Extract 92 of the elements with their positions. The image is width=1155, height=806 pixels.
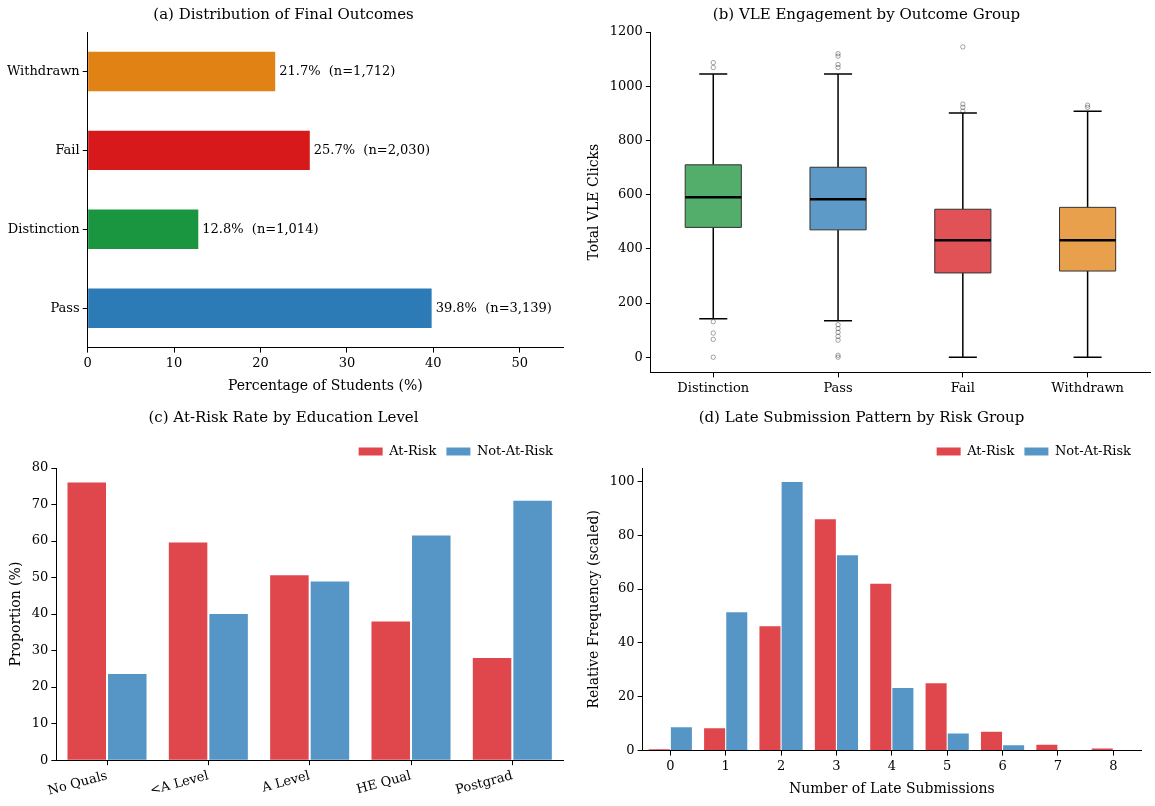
x-tick-label: 6	[998, 757, 1007, 773]
y-tick-label: 60	[618, 580, 635, 596]
y-tick-label: 60	[31, 532, 49, 548]
y-tick-label: 50	[31, 568, 49, 584]
bar	[980, 731, 1003, 751]
y-tick-label: Pass	[50, 299, 80, 315]
y-tick-label: 1200	[609, 23, 643, 39]
bar	[88, 130, 310, 171]
y-tick-label: 40	[618, 634, 635, 650]
y-tick-label: 200	[618, 294, 643, 310]
x-tick-label: HE Qual	[354, 767, 413, 797]
chart-title: (b) VLE Engagement by Outcome Group	[712, 4, 1021, 23]
y-tick-label: 0	[626, 741, 635, 757]
x-tick-label: Distinction	[677, 379, 750, 395]
x-tick-label: 8	[1109, 757, 1118, 773]
y-tick-label: Distinction	[7, 220, 81, 236]
x-tick-label: 30	[338, 354, 356, 370]
x-tick-label: 50	[511, 354, 529, 370]
x-tick-label: 20	[252, 354, 269, 370]
bar	[1036, 744, 1058, 751]
bar	[814, 519, 836, 751]
bar	[836, 555, 859, 751]
chart-title: (d) Late Submission Pattern by Risk Group	[698, 407, 1025, 426]
y-tick-label: 30	[31, 641, 49, 657]
bar	[88, 288, 432, 328]
x-tick-label: 40	[425, 354, 442, 370]
x-tick-label: 10	[165, 354, 183, 370]
legend-label: Not-At-Risk	[1054, 442, 1132, 458]
bar	[209, 614, 248, 760]
y-tick-label: 100	[609, 472, 635, 488]
bar	[726, 612, 748, 751]
y-tick-label: Withdrawn	[6, 62, 81, 78]
bar	[310, 581, 350, 760]
bar	[759, 626, 781, 751]
x-tick-label: No Quals	[45, 767, 109, 798]
bar	[1003, 745, 1025, 751]
data-label: 12.8% (n=1,014)	[202, 220, 319, 236]
x-tick-label: Withdrawn	[1051, 379, 1125, 395]
legend-label: At-Risk	[966, 442, 1015, 458]
bar	[704, 728, 726, 751]
bar	[168, 542, 208, 760]
bar	[870, 583, 892, 751]
x-tick-label: 3	[832, 757, 841, 773]
bar	[781, 482, 803, 751]
bar	[670, 727, 692, 751]
data-label: 25.7% (n=2,030)	[313, 141, 430, 157]
x-tick-label: 7	[1053, 757, 1063, 773]
x-tick-label: 0	[83, 354, 92, 370]
y-axis-title: Relative Frequency (scaled)	[585, 510, 602, 709]
x-tick-label: A Level	[259, 767, 312, 795]
bar	[270, 575, 309, 760]
y-tick-label: 800	[618, 131, 643, 147]
x-axis-title: Number of Late Submissions	[788, 780, 995, 797]
bar	[88, 209, 199, 249]
bar	[892, 687, 914, 751]
y-axis-title: Total VLE Clicks	[585, 143, 602, 261]
bar	[371, 621, 410, 760]
x-tick-label: Fail	[950, 379, 975, 395]
bar	[513, 500, 552, 760]
bar	[88, 51, 276, 92]
y-tick-label: 10	[31, 715, 49, 731]
y-tick-label: 40	[31, 605, 49, 621]
legend-label: At-Risk	[388, 442, 437, 458]
x-tick-label: 5	[943, 757, 952, 773]
y-tick-label: Fail	[55, 141, 80, 157]
chart-title: (c) At-Risk Rate by Education Level	[148, 407, 419, 426]
y-tick-label: 600	[618, 185, 643, 201]
y-tick-label: 1000	[609, 77, 643, 93]
x-tick-label: 4	[887, 757, 896, 773]
data-label: 21.7% (n=1,712)	[279, 62, 396, 78]
y-tick-label: 80	[31, 459, 49, 475]
bar	[412, 535, 451, 760]
bar	[108, 673, 147, 760]
y-tick-label: 20	[31, 678, 49, 694]
bar	[925, 683, 947, 751]
chart-title: (a) Distribution of Final Outcomes	[153, 4, 414, 23]
y-tick-label: 400	[618, 240, 643, 256]
y-tick-label: 70	[31, 495, 49, 511]
legend-label: Not-At-Risk	[476, 442, 554, 458]
x-tick-label: 0	[666, 757, 675, 773]
y-tick-label: 20	[618, 688, 635, 704]
bar	[472, 657, 512, 760]
x-tick-label: 2	[776, 757, 786, 773]
bar	[67, 482, 106, 760]
x-tick-label: Pass	[823, 379, 853, 395]
y-tick-label: 80	[618, 526, 635, 542]
x-tick-label: 1	[721, 757, 730, 773]
data-label: 39.8% (n=3,139)	[435, 299, 552, 315]
x-axis-title: Percentage of Students (%)	[228, 377, 423, 394]
bar	[947, 733, 969, 751]
y-axis-title: Proportion (%)	[7, 561, 24, 667]
x-tick-label: <A Level	[148, 767, 210, 798]
